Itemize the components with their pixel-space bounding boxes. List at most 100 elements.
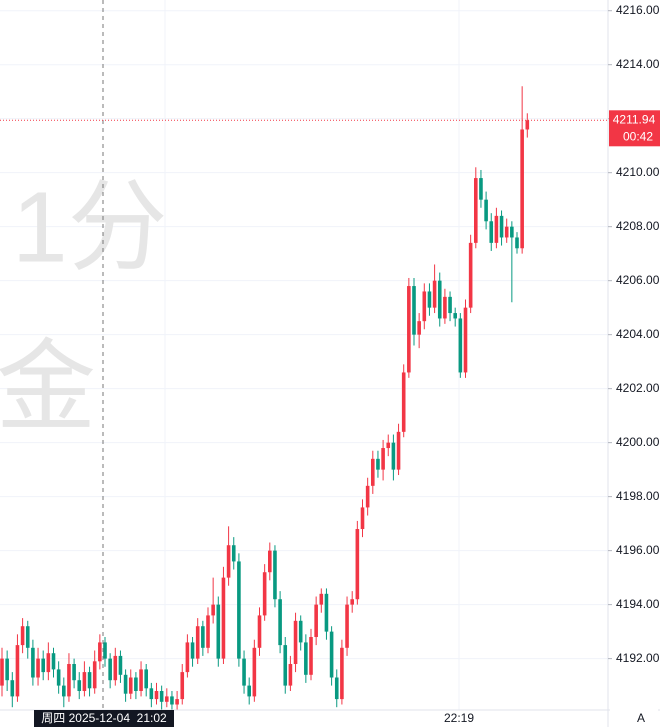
body: [36, 658, 40, 678]
last-price-box: [609, 110, 660, 147]
y-tick-label: 4192.00: [616, 651, 660, 665]
body: [221, 577, 226, 659]
body: [396, 431, 401, 470]
body: [494, 215, 499, 243]
body: [453, 313, 457, 319]
body: [201, 626, 205, 648]
y-tick-label: 4200.00: [616, 435, 660, 449]
body: [0, 658, 4, 686]
body: [360, 507, 365, 530]
body: [242, 658, 246, 686]
body: [216, 604, 221, 659]
body: [159, 691, 164, 702]
body: [231, 545, 236, 562]
body: [298, 620, 303, 643]
body: [319, 593, 324, 605]
body: [128, 677, 133, 694]
body: [206, 615, 210, 648]
body: [20, 626, 25, 646]
y-tick-label: 4196.00: [616, 543, 660, 557]
body: [463, 307, 468, 373]
y-tick-label: 4194.00: [616, 597, 660, 611]
body: [154, 691, 159, 700]
body: [468, 242, 473, 308]
body: [211, 604, 215, 616]
body: [334, 677, 339, 700]
crosshair-time-bg: [34, 710, 174, 727]
body: [170, 696, 174, 705]
body: [422, 291, 427, 322]
body: [77, 680, 82, 692]
body: [329, 631, 334, 678]
body: [62, 685, 66, 697]
body: [391, 442, 396, 470]
axis-button-bg[interactable]: [610, 707, 658, 727]
body: [474, 178, 478, 243]
body: [134, 677, 138, 692]
body: [515, 237, 519, 249]
body: [118, 655, 123, 675]
body: [484, 199, 488, 222]
body: [309, 637, 313, 675]
body: [288, 664, 293, 686]
axis-button[interactable]: A: [637, 711, 645, 725]
body: [499, 215, 504, 238]
body: [304, 642, 308, 675]
body: [479, 178, 483, 200]
body: [82, 672, 87, 692]
body: [67, 664, 71, 697]
body: [113, 655, 118, 681]
y-tick-label: 4210.00: [616, 165, 660, 179]
body: [190, 642, 195, 659]
body: [489, 221, 494, 243]
body: [103, 642, 107, 659]
body: [324, 593, 329, 632]
body: [448, 296, 452, 314]
body: [525, 120, 530, 130]
body: [443, 296, 447, 319]
body: [31, 647, 35, 678]
body: [273, 550, 277, 600]
grid: [0, 0, 608, 710]
body: [262, 572, 267, 616]
body: [314, 604, 318, 638]
body: [123, 674, 128, 694]
body: [185, 642, 190, 673]
y-tick-label: 4204.00: [616, 327, 660, 341]
body: [51, 653, 56, 670]
body: [427, 291, 432, 308]
body: [175, 699, 179, 705]
y-tick-label: 4206.00: [616, 273, 660, 287]
watermark: 1分: [12, 171, 168, 283]
body: [56, 669, 61, 686]
body: [41, 658, 45, 673]
axes: 4192.00 4194.00 4196.00 4198.00 4200.00 4202.…: [444, 3, 660, 725]
body: [386, 442, 391, 449]
body: [72, 664, 76, 681]
body: [226, 545, 231, 578]
body: [10, 680, 15, 697]
body: [180, 672, 185, 700]
body: [144, 669, 148, 689]
candles: [0, 86, 530, 710]
y-tick-label: 4208.00: [616, 219, 660, 233]
body: [87, 672, 92, 689]
body: [139, 669, 143, 692]
body: [355, 529, 360, 600]
y-tick-label: 4216.00: [616, 3, 660, 17]
body: [92, 661, 97, 689]
body: [365, 485, 370, 508]
body: [15, 645, 20, 697]
crosshair-time-label: 周四 2025-12-04 21:02: [41, 711, 167, 725]
body: [340, 647, 344, 700]
body: [510, 226, 514, 238]
y-tick-label: 4214.00: [616, 57, 660, 71]
body: [5, 658, 9, 681]
body: [278, 599, 282, 646]
countdown-label: 00:42: [623, 129, 653, 143]
body: [195, 626, 200, 659]
body: [283, 645, 288, 686]
body: [46, 653, 51, 673]
